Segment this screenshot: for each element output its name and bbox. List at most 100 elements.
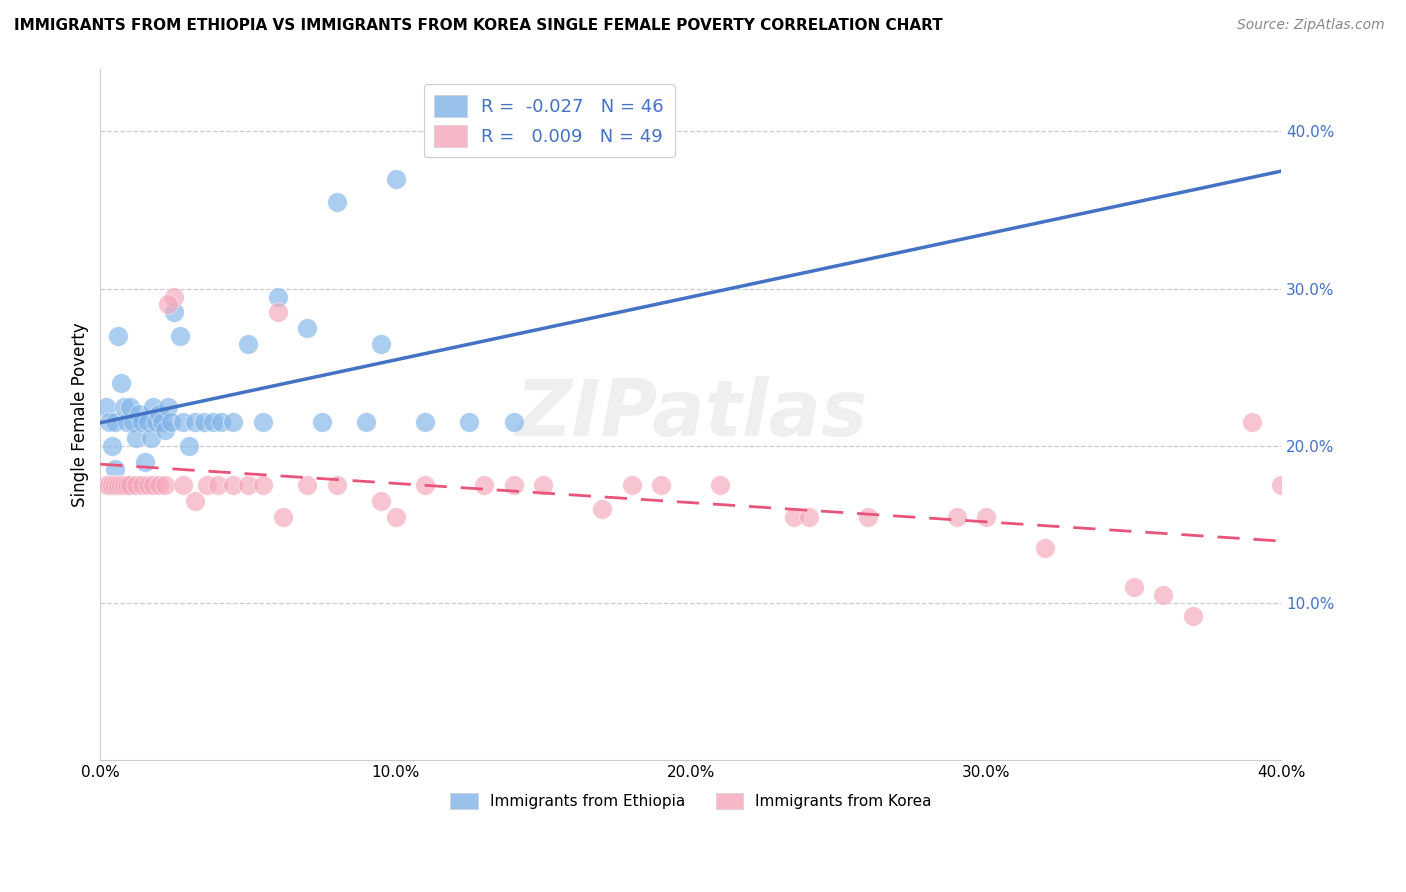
Point: [104, 415, 127, 429]
Point: [163, 305, 186, 319]
Point: [142, 478, 165, 492]
Point: [266, 305, 288, 319]
Point: [96, 400, 118, 414]
Point: [148, 478, 170, 492]
Point: [115, 415, 138, 429]
Point: [252, 415, 274, 429]
Point: [1270, 478, 1292, 492]
Point: [125, 478, 148, 492]
Point: [112, 478, 135, 492]
Point: [193, 415, 215, 429]
Point: [384, 509, 406, 524]
Point: [354, 415, 377, 429]
Point: [1122, 581, 1144, 595]
Point: [157, 297, 180, 311]
Point: [104, 462, 127, 476]
Point: [172, 415, 194, 429]
Point: [1152, 588, 1174, 602]
Point: [856, 509, 879, 524]
Point: [118, 400, 141, 414]
Point: [118, 478, 141, 492]
Point: [266, 289, 288, 303]
Point: [273, 509, 295, 524]
Point: [797, 509, 820, 524]
Y-axis label: Single Female Poverty: Single Female Poverty: [72, 322, 89, 507]
Point: [413, 478, 436, 492]
Point: [98, 478, 121, 492]
Point: [155, 478, 177, 492]
Point: [1240, 415, 1263, 429]
Point: [209, 415, 232, 429]
Point: [150, 415, 173, 429]
Point: [184, 494, 207, 508]
Point: [236, 478, 259, 492]
Text: IMMIGRANTS FROM ETHIOPIA VS IMMIGRANTS FROM KOREA SINGLE FEMALE POVERTY CORRELAT: IMMIGRANTS FROM ETHIOPIA VS IMMIGRANTS F…: [14, 18, 943, 33]
Point: [131, 415, 153, 429]
Point: [101, 439, 124, 453]
Point: [195, 478, 218, 492]
Point: [325, 478, 347, 492]
Point: [110, 376, 132, 390]
Point: [222, 478, 245, 492]
Point: [160, 415, 183, 429]
Point: [115, 478, 138, 492]
Point: [110, 478, 132, 492]
Text: ZIPatlas: ZIPatlas: [515, 376, 868, 452]
Point: [620, 478, 643, 492]
Point: [101, 478, 124, 492]
Legend: Immigrants from Ethiopia, Immigrants from Korea: Immigrants from Ethiopia, Immigrants fro…: [444, 787, 938, 815]
Point: [783, 509, 806, 524]
Point: [222, 415, 245, 429]
Point: [252, 478, 274, 492]
Point: [201, 415, 224, 429]
Point: [107, 478, 129, 492]
Point: [311, 415, 333, 429]
Point: [502, 478, 524, 492]
Point: [148, 408, 170, 422]
Point: [172, 478, 194, 492]
Point: [98, 415, 121, 429]
Point: [370, 494, 392, 508]
Point: [139, 431, 162, 445]
Point: [472, 478, 495, 492]
Point: [128, 408, 150, 422]
Point: [384, 171, 406, 186]
Text: Source: ZipAtlas.com: Source: ZipAtlas.com: [1237, 18, 1385, 32]
Point: [413, 415, 436, 429]
Point: [112, 400, 135, 414]
Point: [177, 439, 200, 453]
Point: [136, 478, 159, 492]
Point: [502, 415, 524, 429]
Point: [131, 478, 153, 492]
Point: [184, 415, 207, 429]
Point: [591, 501, 613, 516]
Point: [134, 455, 156, 469]
Point: [236, 336, 259, 351]
Point: [107, 328, 129, 343]
Point: [1181, 608, 1204, 623]
Point: [974, 509, 997, 524]
Point: [169, 328, 191, 343]
Point: [295, 321, 318, 335]
Point: [145, 415, 167, 429]
Point: [96, 478, 118, 492]
Point: [1033, 541, 1056, 555]
Point: [207, 478, 229, 492]
Point: [136, 415, 159, 429]
Point: [295, 478, 318, 492]
Point: [325, 195, 347, 210]
Point: [370, 336, 392, 351]
Point: [155, 423, 177, 437]
Point: [157, 400, 180, 414]
Point: [531, 478, 554, 492]
Point: [101, 478, 124, 492]
Point: [650, 478, 672, 492]
Point: [163, 289, 186, 303]
Point: [142, 400, 165, 414]
Point: [709, 478, 731, 492]
Point: [458, 415, 481, 429]
Point: [945, 509, 967, 524]
Point: [125, 431, 148, 445]
Point: [121, 415, 143, 429]
Point: [104, 478, 127, 492]
